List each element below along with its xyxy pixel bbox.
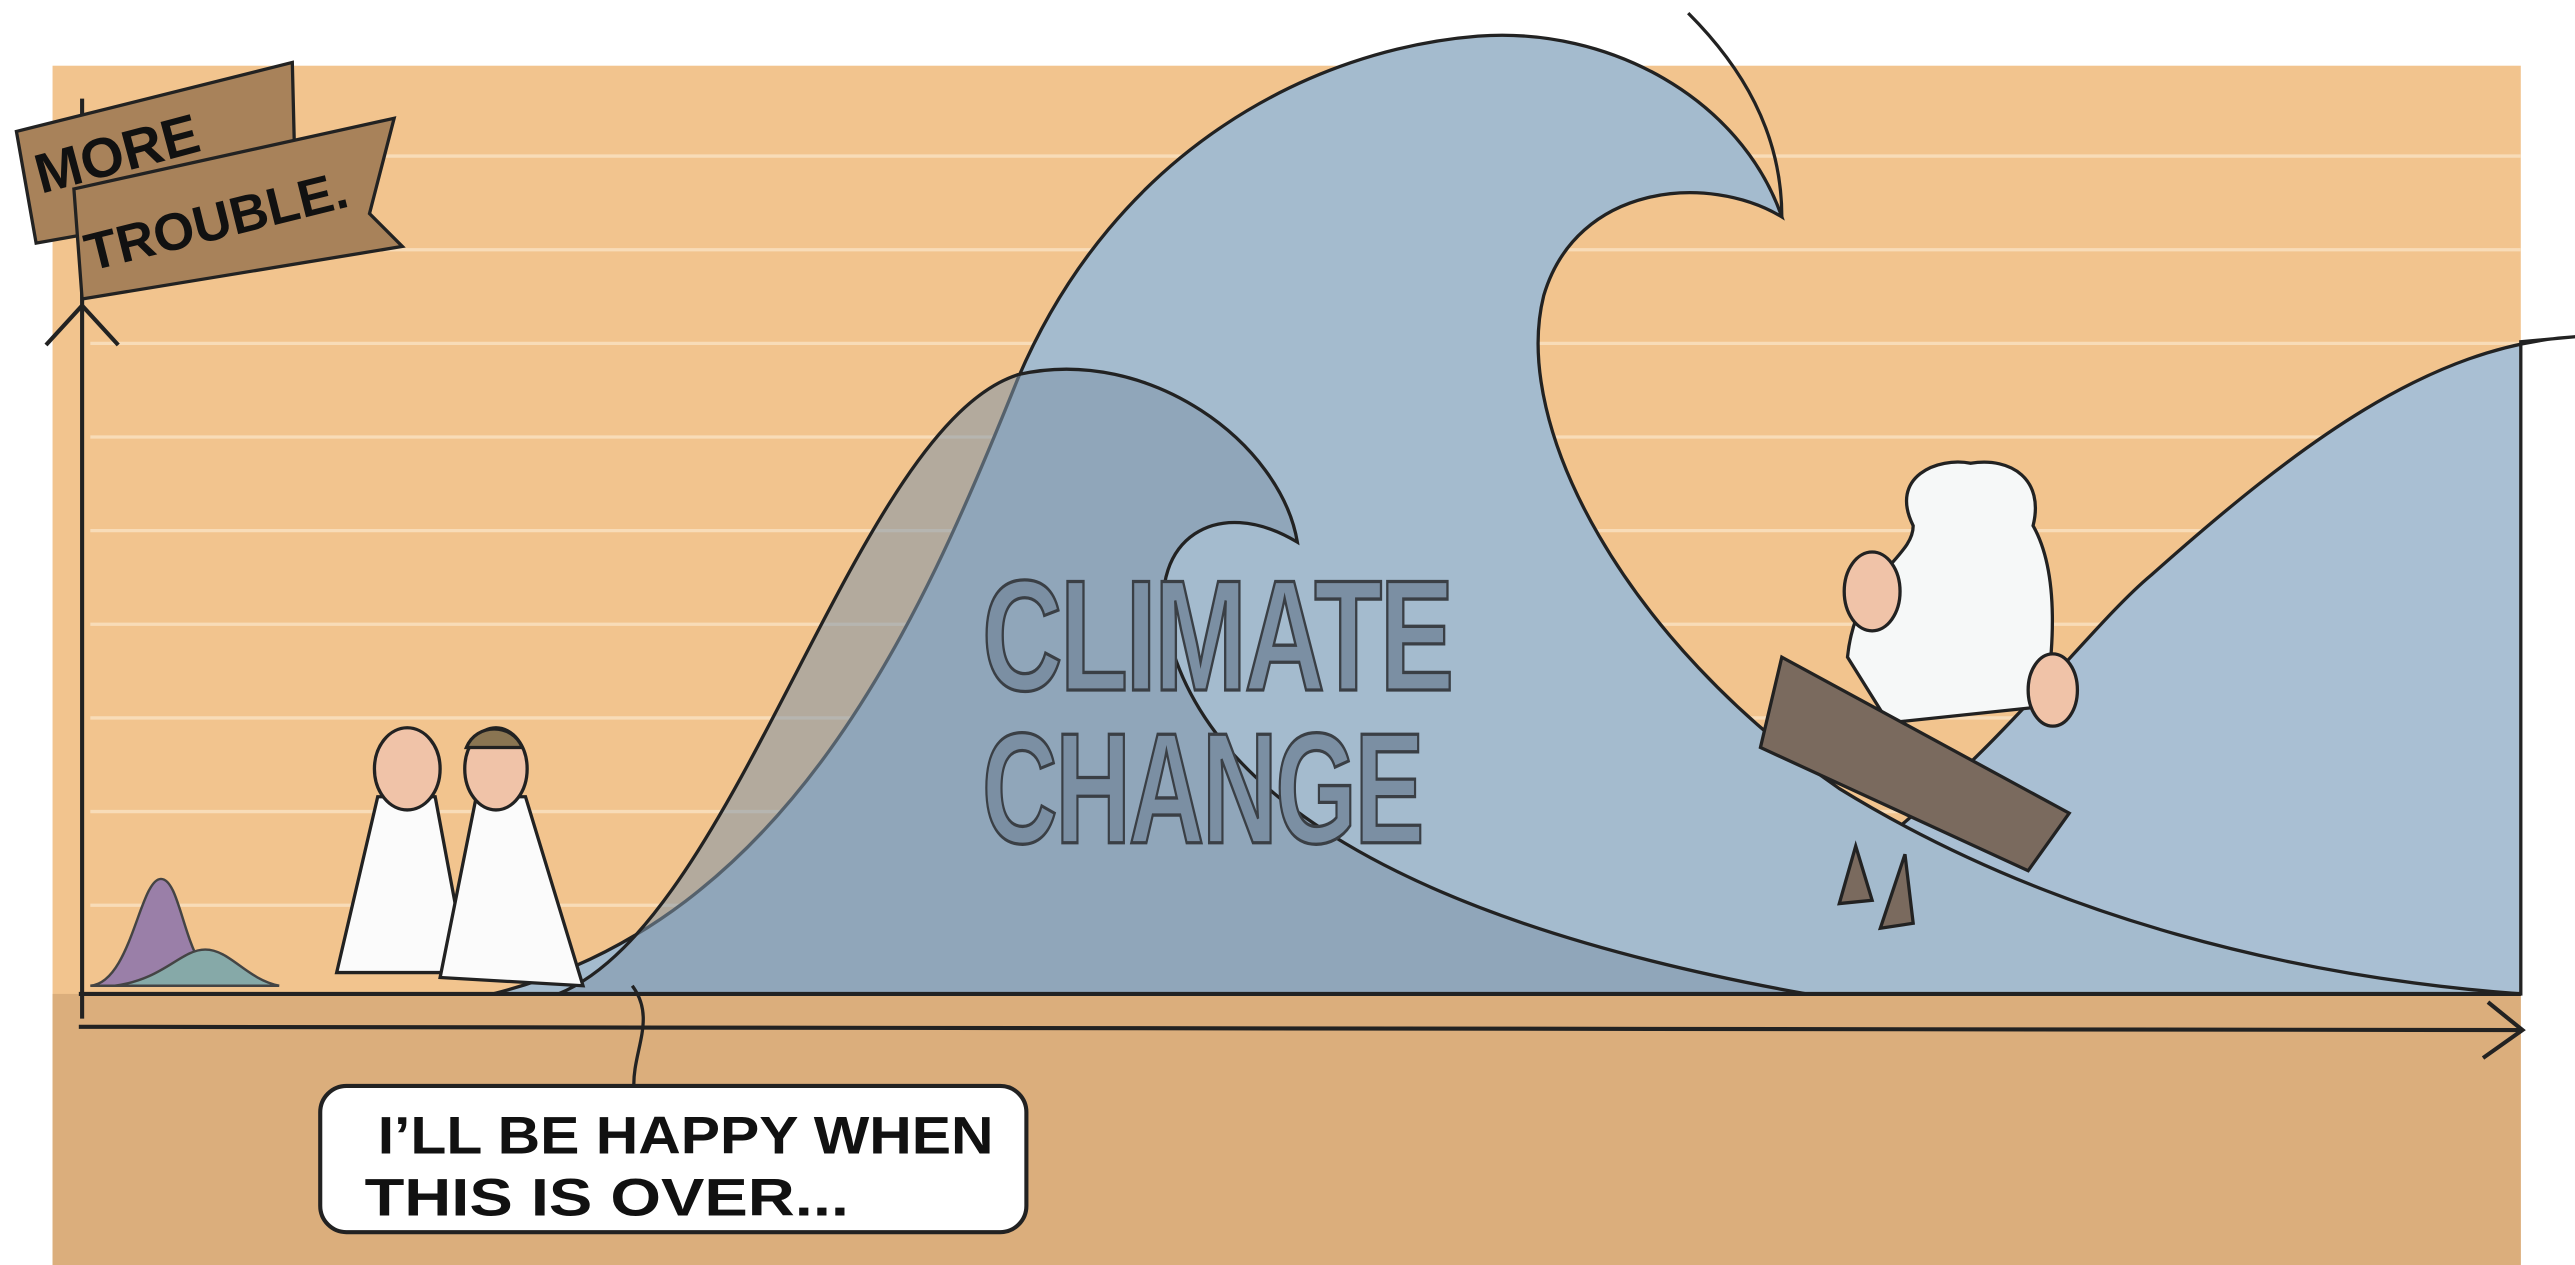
head	[1844, 552, 1900, 631]
wave-label: CHANGE	[982, 701, 1422, 877]
cartoon: MORE TROUBLE. CLIMATE CHANGE I’LL BE HAP…	[0, 0, 2575, 1265]
bubble-line: I’LL BE HAPPY WHEN	[378, 1106, 994, 1165]
head	[2028, 654, 2077, 726]
head	[374, 728, 440, 810]
page: MORE TROUBLE. CLIMATE CHANGE I’LL BE HAP…	[0, 0, 2575, 1265]
wave-label: CLIMATE	[982, 548, 1452, 724]
bubble-line: THIS IS OVER...	[365, 1169, 849, 1228]
